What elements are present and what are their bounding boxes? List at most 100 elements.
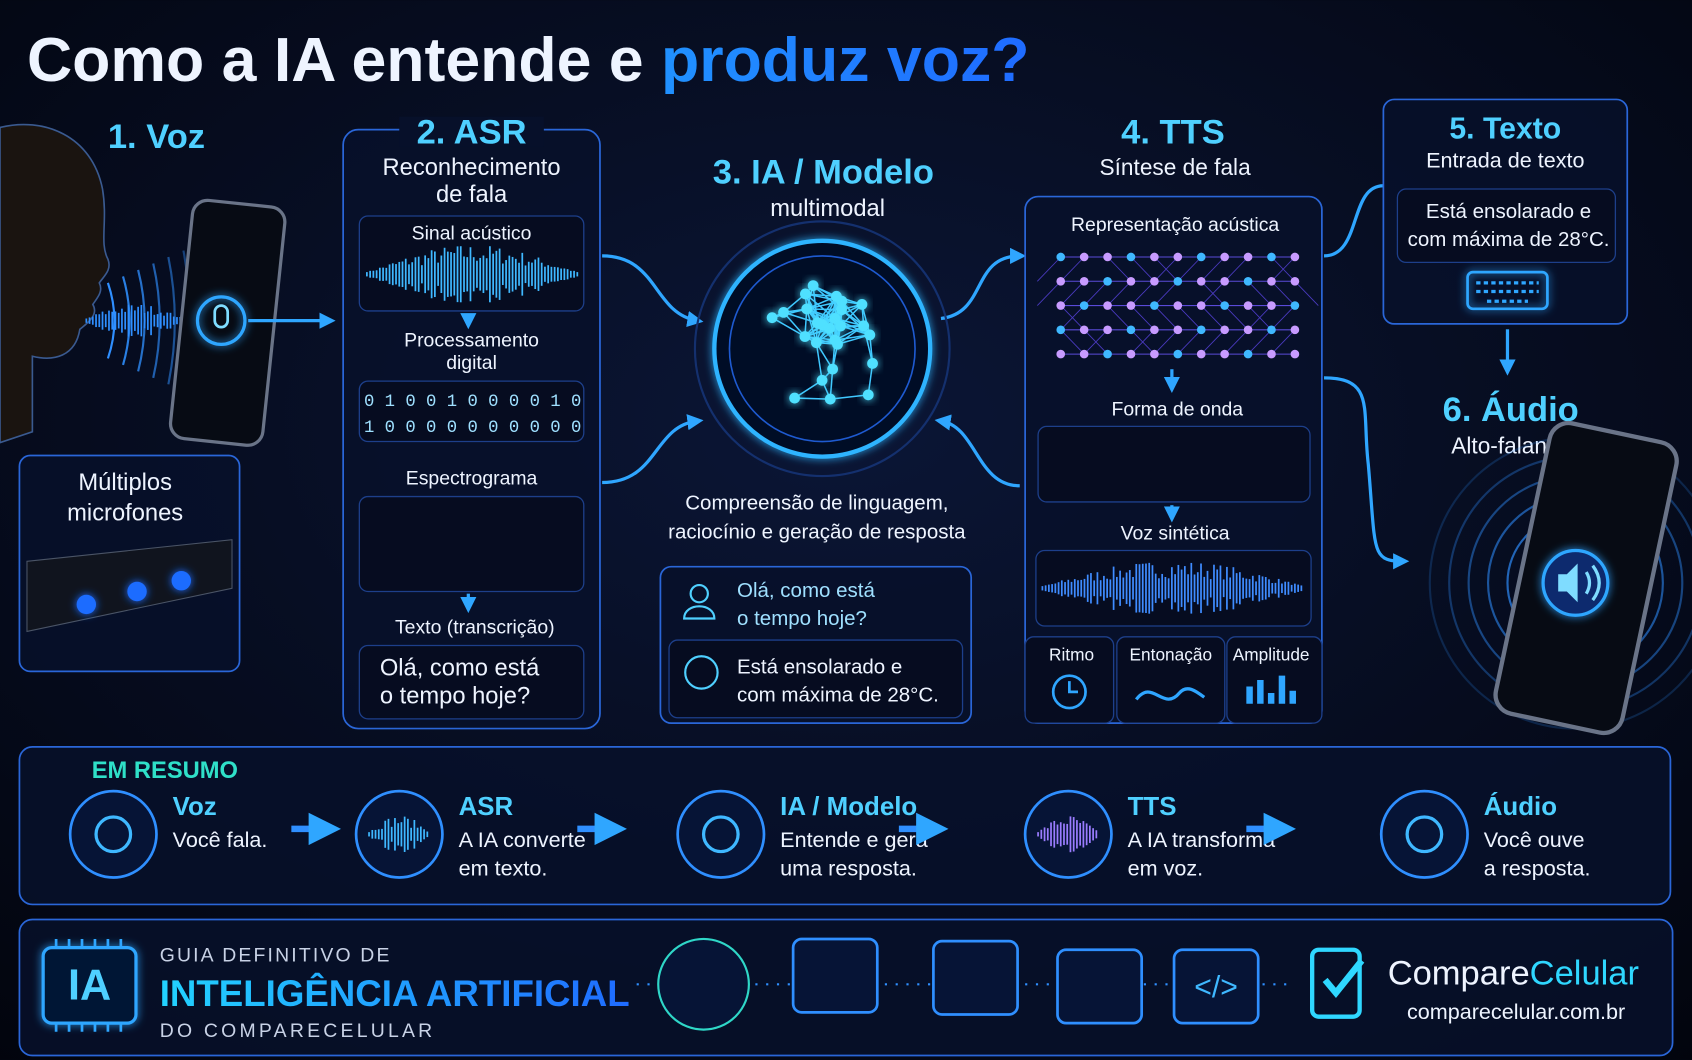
user-icon bbox=[689, 583, 709, 604]
footer-title: INTELIGÊNCIA ARTIFICIAL bbox=[160, 972, 630, 1014]
net-node bbox=[856, 299, 868, 310]
model-ring bbox=[728, 255, 916, 443]
grid-link bbox=[1224, 305, 1249, 331]
grid-dot bbox=[1243, 325, 1253, 335]
grid-dot bbox=[1126, 301, 1136, 310]
feature-label: Entonação bbox=[1130, 645, 1213, 665]
net-node bbox=[778, 306, 789, 318]
chat-message: o tempo hoje? bbox=[737, 607, 867, 630]
step-title: 2. ASR bbox=[417, 114, 527, 152]
grid-link bbox=[1037, 280, 1062, 306]
intonation-icon bbox=[1134, 687, 1206, 701]
grid-dot bbox=[1056, 252, 1066, 262]
net-link bbox=[816, 295, 838, 324]
step-title: 6. Áudio bbox=[1443, 389, 1579, 429]
net-link bbox=[862, 325, 874, 364]
waveform bbox=[1041, 562, 1303, 614]
brand: CompareCelular bbox=[1388, 954, 1639, 992]
grid-link bbox=[1107, 280, 1132, 306]
grid-link bbox=[1247, 280, 1272, 306]
waveform bbox=[1043, 435, 1305, 499]
net-link bbox=[834, 334, 870, 341]
net-link bbox=[830, 394, 869, 400]
grid-link bbox=[1130, 256, 1155, 282]
grid-dot bbox=[1079, 301, 1089, 310]
grid-link bbox=[1177, 329, 1202, 355]
grid-link bbox=[1060, 329, 1085, 355]
grid-dot bbox=[1196, 349, 1206, 359]
summary-items: Voz Você fala. ASR A IA converte em texto. IA… bbox=[68, 789, 1591, 880]
voice-box bbox=[1035, 549, 1312, 627]
summary-item-text: A IA converte bbox=[459, 827, 586, 852]
summary-icon bbox=[1023, 789, 1113, 879]
grid-link bbox=[1247, 329, 1272, 355]
grid-dot bbox=[1290, 252, 1300, 262]
grid-link bbox=[1154, 329, 1179, 355]
net-node bbox=[811, 317, 823, 329]
speaker-icon bbox=[1584, 564, 1601, 602]
connector bbox=[1323, 184, 1384, 258]
step-title: 4. TTS bbox=[1121, 114, 1225, 152]
net-node bbox=[832, 338, 843, 350]
net-node bbox=[766, 312, 778, 324]
grid-dot bbox=[1220, 276, 1229, 286]
grid-dot bbox=[1079, 349, 1089, 359]
grid-dot bbox=[1243, 252, 1253, 262]
grid-link bbox=[1224, 256, 1249, 282]
summary-item-text: uma resposta. bbox=[780, 855, 917, 880]
footer-subtitle: DO COMPARECELULAR bbox=[160, 1020, 436, 1042]
net-node bbox=[858, 320, 870, 332]
net-node bbox=[867, 358, 878, 369]
transcription: o tempo hoje? bbox=[380, 684, 530, 710]
grid-dot bbox=[1290, 349, 1300, 359]
summary-glyph bbox=[94, 815, 133, 854]
grid-link bbox=[1083, 329, 1108, 355]
grid-dot bbox=[1103, 276, 1112, 286]
step-subtitle: de fala bbox=[436, 182, 508, 208]
summary-item-text: a resposta. bbox=[1484, 855, 1591, 880]
net-link bbox=[794, 379, 823, 399]
keyboard-icon bbox=[1466, 270, 1549, 311]
acoustic-grid bbox=[1037, 252, 1319, 359]
grid-dot bbox=[1267, 301, 1276, 310]
grid-dot bbox=[1196, 325, 1206, 335]
summary-icon bbox=[1379, 789, 1469, 879]
logo bbox=[1322, 958, 1365, 999]
model-ring bbox=[712, 238, 933, 459]
grid-link bbox=[1177, 305, 1202, 331]
summary-icon bbox=[68, 789, 158, 879]
brand-text: Compare bbox=[1388, 954, 1530, 992]
summary-item-title: IA / Modelo bbox=[780, 793, 917, 821]
grid-dot bbox=[1173, 349, 1183, 359]
connector bbox=[940, 247, 1027, 321]
model-ring bbox=[693, 220, 951, 478]
binary-row: 0 1 0 0 1 0 0 0 0 1 0 bbox=[364, 393, 581, 412]
connector bbox=[602, 254, 704, 327]
footer-icon bbox=[1056, 948, 1144, 1025]
box-label: digital bbox=[446, 352, 497, 374]
grid-dot bbox=[1150, 252, 1159, 262]
chat-bubble bbox=[668, 639, 964, 719]
net-node bbox=[864, 329, 876, 341]
footer-kicker: GUIA DEFINITIVO DE bbox=[160, 945, 392, 967]
grid-dot bbox=[1150, 349, 1159, 359]
grid-dot bbox=[1103, 325, 1112, 335]
grid-link bbox=[1200, 256, 1225, 282]
neural-network bbox=[766, 280, 878, 405]
binary-row: 1 0 0 0 0 0 0 0 0 0 0 bbox=[364, 419, 581, 438]
box-label: microfones bbox=[67, 500, 183, 526]
clock-icon bbox=[1068, 681, 1079, 694]
person-silhouette bbox=[0, 123, 110, 444]
grid-link bbox=[1037, 256, 1062, 282]
grid-dot bbox=[1196, 301, 1206, 310]
net-node bbox=[824, 322, 835, 334]
wave-arc bbox=[152, 263, 161, 379]
chat-message: Olá, como está bbox=[737, 579, 875, 602]
grid-link bbox=[1177, 256, 1202, 282]
box-label: Voz sintética bbox=[1121, 523, 1230, 545]
grid-dot bbox=[1150, 276, 1159, 286]
grid-dot bbox=[1150, 301, 1159, 310]
grid-dot bbox=[1220, 301, 1229, 310]
footer-icon bbox=[657, 937, 750, 1031]
